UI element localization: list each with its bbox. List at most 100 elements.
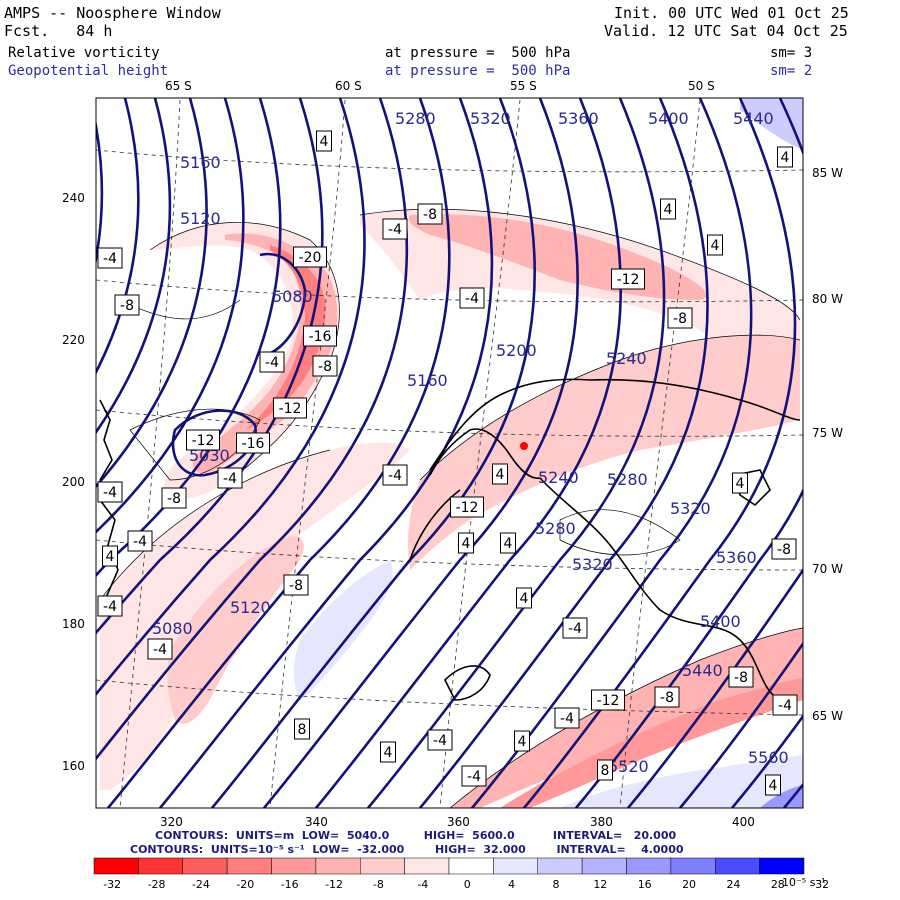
vorticity-label-box <box>147 638 173 660</box>
colorbar-label: 8 <box>552 878 559 891</box>
colorbar-label: -16 <box>281 878 299 891</box>
vorticity-label-box <box>562 617 588 639</box>
height-label: 5030 <box>189 446 230 465</box>
vorticity-label: -8 <box>660 690 674 706</box>
height-label: 5320 <box>470 109 511 128</box>
height-contour-line <box>315 98 623 808</box>
vorticity-label: -4 <box>465 291 479 307</box>
height-label: 5160 <box>407 371 448 390</box>
vorticity-label-box <box>461 765 487 787</box>
vort-region-west-core <box>192 233 338 474</box>
vort-region-south-core <box>500 678 803 808</box>
vorticity-label: 4 <box>520 591 529 607</box>
field2-name: Geopotential height <box>8 63 169 79</box>
height-contour-line <box>211 98 536 808</box>
vorticity-label-box <box>294 718 310 740</box>
height-label: 5160 <box>180 153 221 172</box>
height-label: 5280 <box>607 470 648 489</box>
field1-level: at pressure = 500 hPa <box>385 45 571 61</box>
height-contour-line <box>96 98 140 375</box>
colorbar-swatch <box>448 857 494 875</box>
vorticity-label: 4 <box>736 476 745 492</box>
vorticity-label-box <box>492 463 508 485</box>
colorbar-label: -12 <box>325 878 343 891</box>
vorticity-label: 4 <box>384 745 393 761</box>
vorticity-label-box <box>554 707 580 729</box>
height-label: 5320 <box>572 555 613 574</box>
bottom-axis-label: 340 <box>305 815 328 829</box>
height-label: 5400 <box>648 109 689 128</box>
height-label: 5080 <box>152 619 193 638</box>
vorticity-label-box <box>161 487 187 509</box>
top-axis-label: 55 S <box>510 79 537 93</box>
top-axis-label: 60 S <box>335 79 362 93</box>
vorticity-label-box <box>514 730 530 752</box>
height-label: 5320 <box>670 499 711 518</box>
top-axis-label: 50 S <box>688 79 715 93</box>
vorticity-label: -4 <box>153 642 167 658</box>
vorticity-label: 4 <box>711 238 720 254</box>
plot-area: 5280 5320 5360 5400 5440 5160 5120 5080 5200 5240… <box>96 98 803 808</box>
bottom-axis-label: 320 <box>160 815 183 829</box>
model-title: AMPS -- Noosphere Window <box>4 4 221 22</box>
vorticity-label-box <box>316 130 332 152</box>
colorbar-swatch <box>182 857 228 875</box>
field1-name: Relative vorticity <box>8 45 160 61</box>
vorticity-label: -12 <box>597 693 620 709</box>
vorticity-label: -4 <box>103 599 117 615</box>
vorticity-label: -4 <box>133 534 147 550</box>
vorticity-label-box <box>382 464 408 486</box>
height-label: 5400 <box>700 612 741 631</box>
valid-time: Valid. 12 UTC Sat 04 Oct 25 <box>604 22 848 40</box>
colorbar-swatch <box>315 857 361 875</box>
left-axis-label: 180 <box>62 617 85 631</box>
vorticity-label: -4 <box>103 485 117 501</box>
vorticity-label-box <box>516 587 532 609</box>
vorticity-label: -4 <box>223 471 237 487</box>
vort-region-southwest-core <box>167 536 304 724</box>
vorticity-label: 4 <box>769 778 778 794</box>
vorticity-label-box <box>380 741 396 763</box>
field1-smooth: sm= 3 <box>770 45 813 61</box>
height-contour-line <box>263 98 579 808</box>
vorticity-label-box <box>283 574 309 596</box>
vort-region-central <box>408 335 800 570</box>
height-label: 5240 <box>606 349 647 368</box>
height-label: 5080 <box>272 287 313 306</box>
right-axis-label: 70 W <box>812 562 843 576</box>
colorbar-unit: 10⁻⁵ s⁻¹ <box>782 876 826 889</box>
height-contour-line <box>523 98 797 808</box>
colorbar-swatch <box>226 857 272 875</box>
station-marker <box>520 442 528 450</box>
colorbar: -32 -28 -24 -20 -16 -12 -8 -4 0 4 8 12 16 20 24 28 3210⁻… <box>93 857 829 891</box>
height-label: 5360 <box>558 109 599 128</box>
height-label: 5200 <box>496 341 537 360</box>
height-label: 5560 <box>748 748 789 767</box>
left-axis-label: 200 <box>62 475 85 489</box>
height-contour-line <box>96 98 366 697</box>
forecast-hour: Fcst. 84 h <box>4 22 113 40</box>
vorticity-label: -8 <box>673 311 687 327</box>
vorticity-label-box <box>236 432 270 454</box>
colorbar-swatch <box>626 857 672 875</box>
vorticity-label: -8 <box>318 359 332 375</box>
vorticity-label-box <box>459 287 485 309</box>
vorticity-label-box <box>97 481 123 503</box>
height-contour-line <box>96 98 208 489</box>
footer-height-contours: CONTOURS: UNITS=m LOW= 5040.0 HIGH= 5600… <box>155 829 677 842</box>
vorticity-label: 4 <box>496 467 505 483</box>
right-axis-label: 80 W <box>812 292 843 306</box>
height-contour-line <box>96 119 104 265</box>
vorticity-label: 4 <box>320 134 329 150</box>
vorticity-label: -8 <box>423 207 437 223</box>
height-contour-line <box>96 98 245 534</box>
vorticity-label-box <box>382 218 408 240</box>
vorticity-label-box <box>771 538 797 560</box>
vorticity-label: 4 <box>462 536 471 552</box>
vorticity-label: -12 <box>456 500 479 516</box>
vorticity-label-box <box>458 532 474 554</box>
colorbar-swatch <box>93 857 139 875</box>
colorbar-label: -4 <box>417 878 428 891</box>
vorticity-label-box <box>259 351 285 373</box>
